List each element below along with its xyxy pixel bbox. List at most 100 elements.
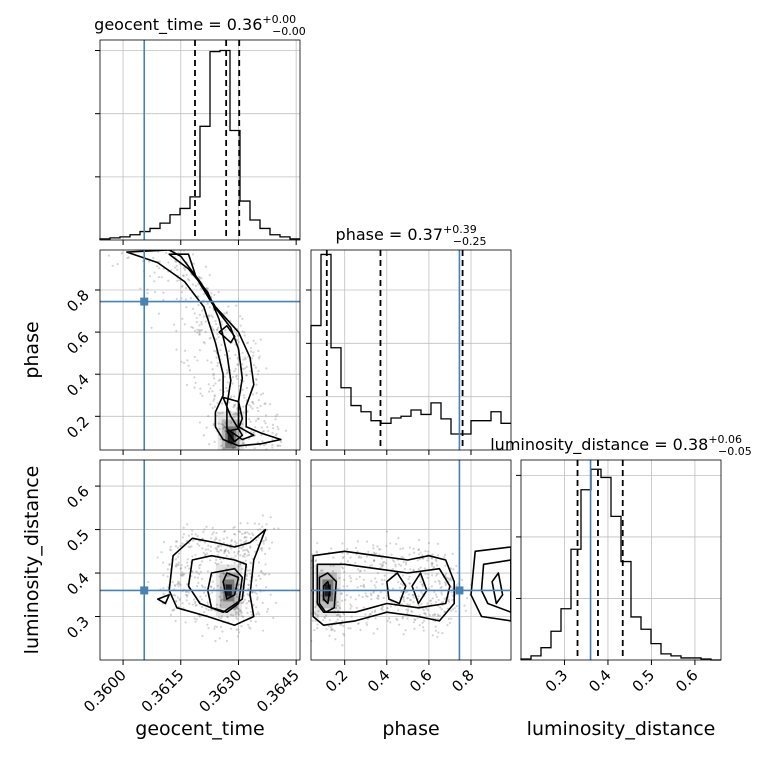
sample-point xyxy=(249,619,252,622)
sample-point xyxy=(346,547,349,551)
sample-point xyxy=(184,593,188,597)
sample-point xyxy=(385,544,388,548)
sample-point xyxy=(184,349,187,352)
sample-point xyxy=(162,298,165,302)
sample-point xyxy=(435,574,438,577)
sample-point xyxy=(223,425,227,429)
sample-point xyxy=(343,634,346,637)
sample-point xyxy=(197,295,200,298)
sample-point xyxy=(107,254,111,257)
sample-point xyxy=(257,574,261,577)
sample-point xyxy=(200,577,204,580)
sample-point xyxy=(175,297,178,301)
sample-point xyxy=(205,426,208,429)
sample-point xyxy=(225,639,228,642)
sample-point xyxy=(189,546,192,549)
sample-point xyxy=(245,374,248,377)
sample-point xyxy=(203,342,206,345)
sample-point xyxy=(257,522,261,526)
sample-point xyxy=(444,574,447,577)
sample-point xyxy=(240,547,243,550)
sample-point xyxy=(176,580,180,583)
sample-point xyxy=(354,598,357,601)
sample-point xyxy=(265,586,268,589)
sample-point xyxy=(306,561,308,563)
sample-point xyxy=(346,552,349,555)
sample-point xyxy=(379,591,382,594)
sample-point xyxy=(349,627,352,630)
sample-point xyxy=(243,553,246,556)
sample-point xyxy=(239,315,242,318)
sample-point xyxy=(252,351,255,354)
sample-point xyxy=(440,608,443,611)
x-tick-label: 0.3600 xyxy=(80,666,130,716)
sample-point xyxy=(178,599,181,602)
sample-point xyxy=(214,561,217,564)
sample-point xyxy=(407,593,411,596)
sample-point xyxy=(211,368,214,371)
sample-point xyxy=(225,386,228,390)
contour-line xyxy=(322,580,331,605)
sample-point xyxy=(241,615,245,619)
sample-point xyxy=(257,349,260,352)
sample-point xyxy=(252,533,255,537)
sample-point xyxy=(193,617,196,620)
sample-point xyxy=(267,429,270,433)
sample-point xyxy=(381,583,384,586)
sample-point xyxy=(250,562,253,565)
sample-point xyxy=(233,370,236,373)
sample-point xyxy=(248,418,251,421)
sample-point xyxy=(373,559,376,562)
sample-point xyxy=(227,401,231,404)
sample-point xyxy=(436,635,439,639)
sample-point xyxy=(219,604,222,607)
sample-point xyxy=(231,382,234,385)
sample-point xyxy=(193,312,196,315)
sample-point xyxy=(220,320,223,323)
sample-point xyxy=(185,306,188,309)
sample-point xyxy=(254,419,258,422)
sample-point xyxy=(418,605,421,608)
sample-point xyxy=(266,607,269,611)
sample-point xyxy=(217,544,220,547)
sample-point xyxy=(216,328,219,332)
sample-point xyxy=(187,545,190,548)
sample-point xyxy=(189,297,193,300)
sample-point xyxy=(233,412,237,415)
sample-point xyxy=(227,349,230,353)
sample-point xyxy=(211,390,214,393)
sample-point xyxy=(201,634,204,638)
sample-point xyxy=(234,610,238,614)
sample-point xyxy=(356,622,360,625)
sample-point xyxy=(261,440,264,443)
sample-point xyxy=(375,552,378,555)
sample-point xyxy=(177,585,180,588)
sample-point xyxy=(226,615,229,619)
sample-point xyxy=(186,359,189,362)
sample-point xyxy=(213,377,216,380)
sample-point xyxy=(332,564,335,567)
sample-point xyxy=(433,590,436,594)
sample-point xyxy=(190,545,193,548)
sample-point xyxy=(212,422,216,425)
sample-point xyxy=(157,312,161,315)
sample-point xyxy=(179,567,182,570)
sample-point xyxy=(173,608,176,611)
sample-point xyxy=(435,559,438,563)
sample-point xyxy=(190,325,193,329)
sample-point xyxy=(245,342,249,345)
sample-point xyxy=(389,621,392,624)
sample-point xyxy=(247,599,251,602)
sample-point xyxy=(251,357,254,360)
sample-point xyxy=(179,573,182,576)
y-tick-label: 0.2 xyxy=(63,412,93,442)
sample-point xyxy=(265,448,268,450)
sample-point xyxy=(211,591,214,594)
sample-point xyxy=(265,523,268,526)
sample-point xyxy=(411,594,414,597)
sample-point xyxy=(186,564,189,567)
sample-point xyxy=(374,617,377,620)
sample-point xyxy=(438,614,441,617)
sample-point xyxy=(215,558,218,562)
